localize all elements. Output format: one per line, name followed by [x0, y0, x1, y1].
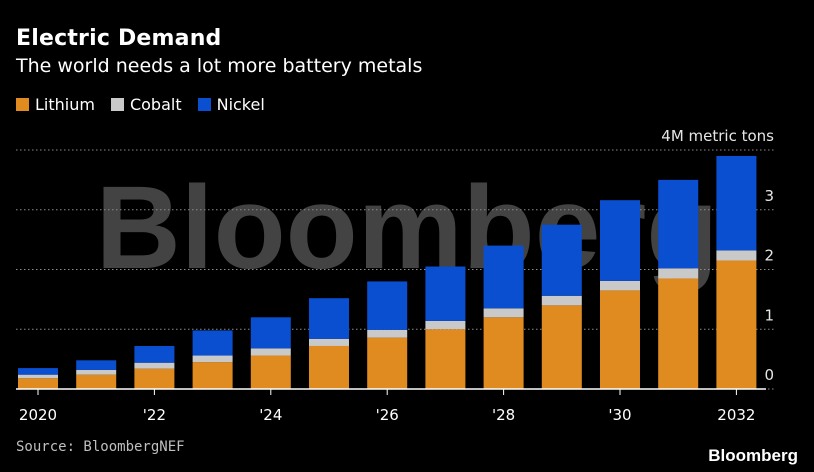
bar-segment-nickel — [192, 330, 233, 356]
bar-segment-nickel — [658, 179, 699, 269]
bar-segment-lithium — [600, 290, 640, 389]
bar-segment-lithium — [76, 374, 117, 389]
y-tick-label: 3 — [764, 187, 774, 205]
bar-segment-cobalt — [658, 268, 699, 279]
bar-segment-lithium — [716, 260, 757, 389]
bar-segment-cobalt — [76, 369, 117, 375]
legend-label-nickel: Nickel — [216, 95, 265, 114]
bar-segment-nickel — [76, 360, 117, 370]
y-tick-label: 1 — [764, 306, 774, 324]
legend-label-cobalt: Cobalt — [129, 95, 182, 114]
bar-segment-cobalt — [367, 329, 408, 338]
bar-segment-nickel — [483, 245, 524, 309]
bar-segment-lithium — [367, 337, 408, 389]
bar-segment-cobalt — [716, 250, 757, 261]
legend-label-lithium: Lithium — [35, 95, 95, 114]
bar-segment-nickel — [134, 345, 175, 363]
bar-segment-cobalt — [483, 308, 524, 318]
chart-title: Electric Demand — [16, 26, 222, 51]
legend-item-lithium: Lithium — [16, 95, 95, 114]
bar-segment-nickel — [250, 317, 291, 349]
x-tick-label: '30 — [608, 406, 631, 424]
bar-segment-cobalt — [600, 280, 640, 291]
legend-item-nickel: Nickel — [197, 95, 265, 114]
bar-segment-cobalt — [425, 320, 466, 330]
x-tick-label: 2020 — [19, 406, 57, 424]
legend-swatch-nickel — [197, 98, 211, 111]
x-tick-label: '28 — [492, 406, 515, 424]
legend-swatch-cobalt — [110, 98, 124, 111]
legend-item-cobalt: Cobalt — [110, 95, 182, 114]
bar-segment-lithium — [192, 362, 233, 389]
bar-segment-lithium — [483, 317, 524, 389]
legend: Lithium Cobalt Nickel — [16, 95, 265, 114]
bar-segment-cobalt — [134, 362, 175, 369]
bar-segment-lithium — [250, 355, 291, 389]
bar-segment-lithium — [309, 345, 349, 389]
x-tick-label: '26 — [376, 406, 399, 424]
bar-segment-lithium — [18, 378, 58, 389]
bar-segment-nickel — [716, 155, 757, 251]
bar-segment-cobalt — [250, 348, 291, 356]
bar-segment-cobalt — [541, 295, 582, 306]
bar-segment-nickel — [367, 281, 408, 330]
bar-segment-nickel — [18, 368, 58, 375]
bar-segment-lithium — [425, 329, 466, 389]
bar-segment-lithium — [541, 305, 582, 389]
x-tick-label: '24 — [259, 406, 282, 424]
bloomberg-logo: Bloomberg — [708, 446, 798, 465]
bar-segment-nickel — [425, 266, 466, 321]
bar-segment-nickel — [600, 200, 640, 281]
y-tick-label: 0 — [764, 366, 774, 384]
bar-segment-nickel — [541, 224, 582, 296]
bar-segment-cobalt — [18, 374, 58, 379]
bar-segment-cobalt — [309, 338, 349, 346]
x-tick-label: 2032 — [717, 406, 755, 424]
y-tick-label: 4M metric tons — [661, 127, 774, 145]
bar-segment-nickel — [309, 298, 349, 339]
bar-segment-lithium — [658, 278, 699, 389]
legend-swatch-lithium — [16, 98, 29, 111]
chart-subtitle: The world needs a lot more battery metal… — [16, 55, 423, 77]
bar-segment-cobalt — [192, 355, 233, 363]
x-tick-label: '22 — [143, 406, 166, 424]
y-tick-label: 2 — [764, 247, 774, 265]
source-note: Source: BloombergNEF — [16, 439, 185, 455]
bar-segment-lithium — [134, 368, 175, 389]
